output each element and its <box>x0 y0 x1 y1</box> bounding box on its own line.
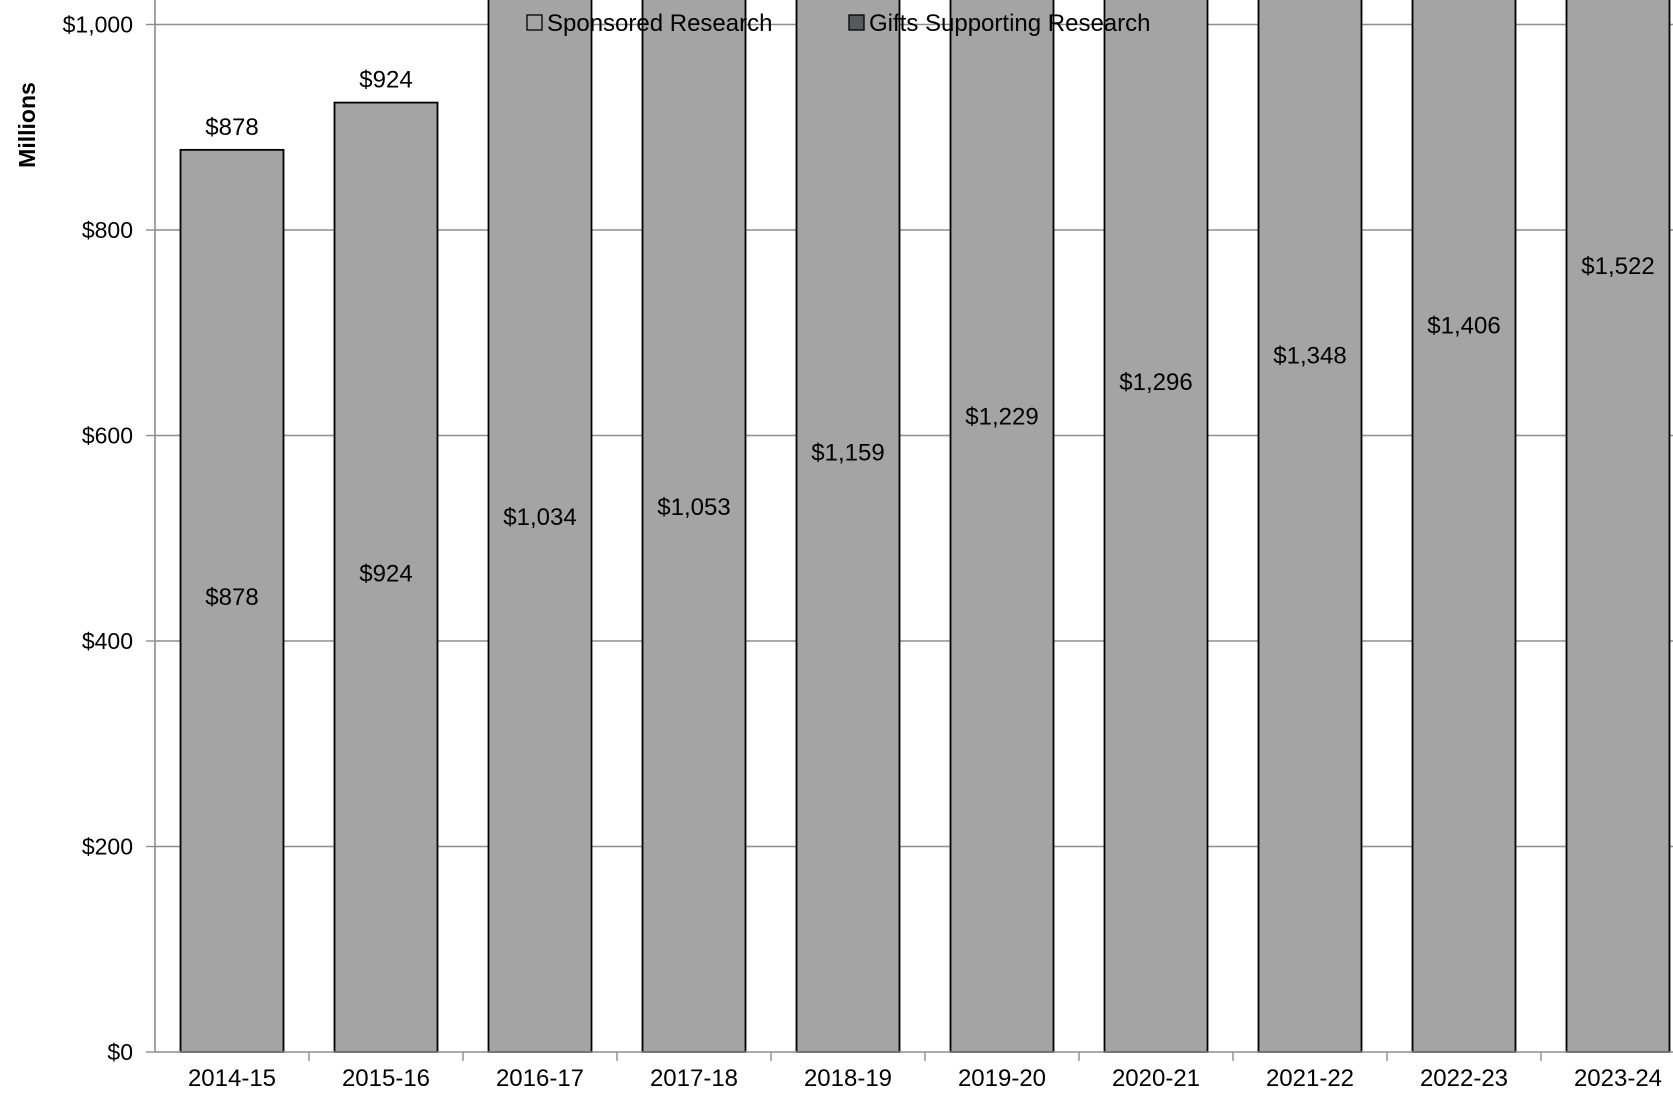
y-tick-label: $400 <box>82 628 133 654</box>
y-axis-title: Millions <box>14 82 40 168</box>
bar-sponsored-research <box>641 0 747 1053</box>
x-tick-label: 2016-17 <box>496 1065 584 1092</box>
x-tick-label: 2019-20 <box>958 1065 1046 1092</box>
legend-label: Sponsored Research <box>547 10 772 37</box>
data-label-total: $924 <box>359 67 412 94</box>
y-tick-label: $0 <box>107 1039 133 1065</box>
bar-sponsored-research <box>1257 0 1363 1053</box>
y-tick-label: $200 <box>82 834 133 860</box>
data-label-sponsored: $1,053 <box>657 494 730 521</box>
data-label-sponsored: $924 <box>359 560 412 587</box>
y-tick-label: $800 <box>82 217 133 243</box>
data-label-sponsored: $1,522 <box>1581 253 1654 280</box>
legend-swatch <box>526 14 543 31</box>
data-label-sponsored: $1,406 <box>1427 313 1500 340</box>
bars <box>179 0 1671 1053</box>
y-tick-label: $1,000 <box>63 12 133 38</box>
bar-sponsored-research <box>795 0 901 1053</box>
data-label-sponsored: $1,296 <box>1119 369 1192 396</box>
legend-swatch <box>848 14 865 31</box>
data-label-sponsored: $878 <box>205 584 258 611</box>
x-tick-label: 2021-22 <box>1266 1065 1354 1092</box>
bar-sponsored-research <box>1103 0 1209 1053</box>
bar-sponsored-research <box>1565 0 1671 1053</box>
x-tick-label: 2020-21 <box>1112 1065 1200 1092</box>
x-tick-label: 2018-19 <box>804 1065 892 1092</box>
data-label-sponsored: $1,229 <box>965 404 1038 431</box>
data-label-sponsored: $1,348 <box>1273 342 1346 369</box>
bar-sponsored-research <box>179 148 285 1053</box>
legend-label: Gifts Supporting Research <box>869 10 1150 37</box>
bar-sponsored-research <box>949 0 1055 1053</box>
data-label-total: $878 <box>205 114 258 141</box>
bar-sponsored-research <box>1411 0 1517 1053</box>
x-tick-label: 2015-16 <box>342 1065 430 1092</box>
x-tick-label: 2017-18 <box>650 1065 738 1092</box>
x-tick-label: 2014-15 <box>188 1065 276 1092</box>
data-label-sponsored: $1,159 <box>811 440 884 467</box>
data-label-sponsored: $1,034 <box>503 504 576 531</box>
x-tick-label: 2022-23 <box>1420 1065 1508 1092</box>
axes: $0$200$400$600$800$1,000$1,200$1,400$1,6… <box>63 0 1673 1092</box>
data-labels: $878$878$924$924$1,034$1,034$1,053$1,053… <box>205 67 1654 611</box>
x-tick-label: 2023-24 <box>1574 1065 1662 1092</box>
y-tick-label: $600 <box>82 423 133 449</box>
legend: Sponsored Research Gifts Supporting Resea… <box>526 10 1150 37</box>
